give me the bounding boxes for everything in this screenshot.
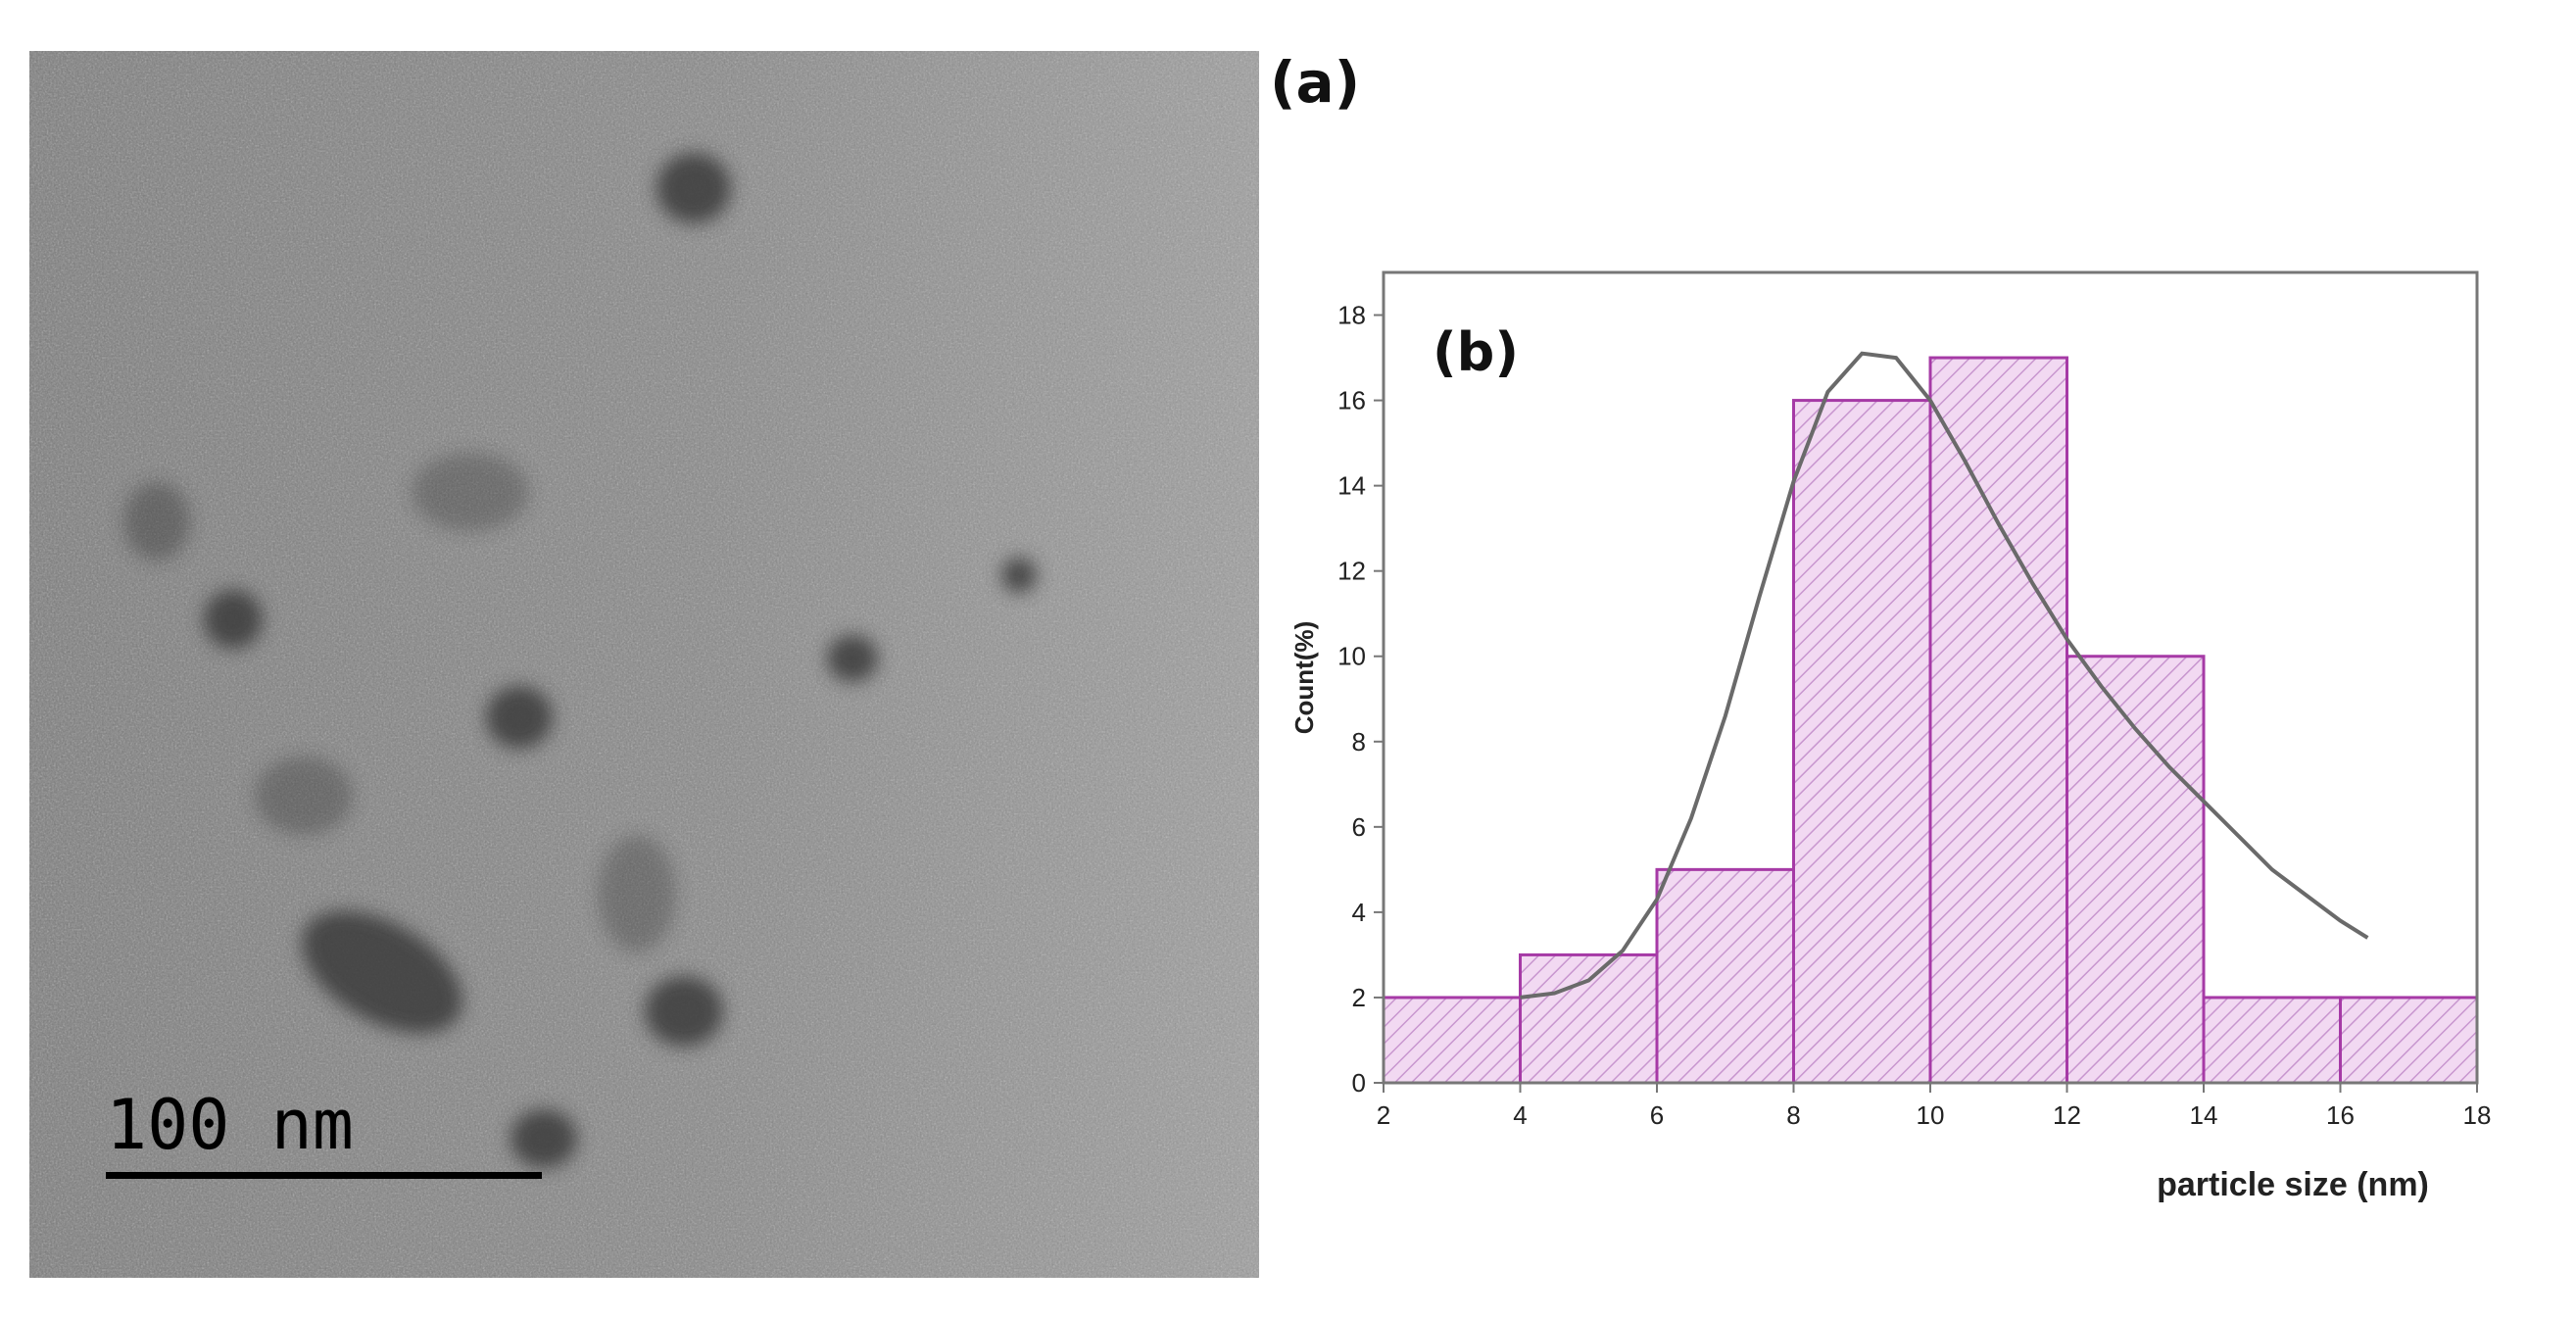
- y-tick-label: 2: [1352, 983, 1366, 1012]
- y-tick-label: 12: [1337, 557, 1366, 586]
- y-tick-label: 16: [1337, 386, 1366, 415]
- histogram-bar-8-10: [1792, 399, 1932, 1085]
- x-tick-label: 14: [2190, 1100, 2218, 1130]
- histogram-bar-2-4: [1382, 996, 1522, 1085]
- histogram-bar-10-12: [1928, 356, 2068, 1085]
- x-tick-label: 6: [1650, 1100, 1664, 1130]
- histogram-bar-6-8: [1655, 867, 1795, 1085]
- y-tick-label: 10: [1337, 642, 1366, 671]
- histogram-bar-14-16: [2202, 996, 2342, 1085]
- x-tick-label: 8: [1786, 1100, 1800, 1130]
- y-axis-ticks: 0 2 4 6 8 10 12 14 16 18: [1337, 301, 1384, 1098]
- y-tick-label: 4: [1352, 898, 1366, 927]
- x-axis-label: particle size (nm): [2157, 1166, 2429, 1203]
- x-tick-label: 10: [1917, 1100, 1945, 1130]
- scale-bar-label: 100 nm: [106, 1085, 354, 1165]
- histogram-bar-16-18: [2339, 996, 2479, 1085]
- y-tick-label: 18: [1337, 301, 1366, 330]
- scale-bar: 100 nm: [106, 1085, 542, 1179]
- y-axis-label: Count(%): [1289, 621, 1319, 735]
- fit-curve: [1520, 351, 2369, 1000]
- histogram-bar-12-14: [2066, 655, 2206, 1085]
- y-tick-label: 14: [1337, 471, 1366, 501]
- histogram-bar-4-6: [1519, 952, 1659, 1085]
- panel-b-label: (b): [1433, 321, 1519, 383]
- nanoparticles: [123, 153, 1037, 1168]
- scale-bar-line: [106, 1172, 542, 1179]
- x-axis-ticks: 2 4 6 8 10 12 14 16 18: [1377, 1083, 2492, 1130]
- x-tick-label: 4: [1513, 1100, 1527, 1130]
- tem-micrograph: 100 nm: [29, 51, 1259, 1278]
- x-tick-label: 12: [2053, 1100, 2081, 1130]
- x-tick-label: 18: [2463, 1100, 2492, 1130]
- y-tick-label: 0: [1352, 1068, 1366, 1098]
- x-tick-label: 2: [1377, 1100, 1390, 1130]
- panel-a-label: (a): [1270, 49, 1361, 116]
- histogram-bars: [1382, 356, 2479, 1085]
- x-tick-label: 16: [2326, 1100, 2355, 1130]
- y-tick-label: 8: [1352, 727, 1366, 757]
- y-tick-label: 6: [1352, 812, 1366, 842]
